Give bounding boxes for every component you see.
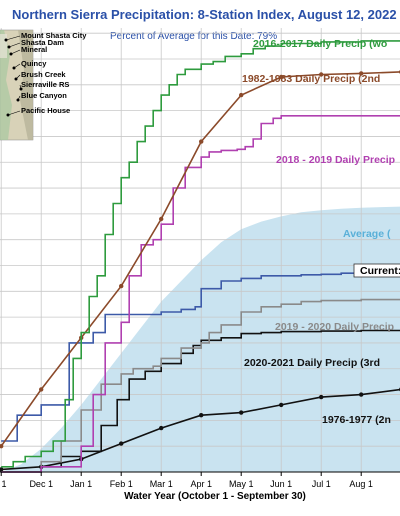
x-tick-label: Dec 1: [29, 479, 53, 489]
map-station-label: Mineral: [21, 45, 47, 54]
series-label-4: 2020-2021 Daily Precip (3rd: [244, 357, 380, 369]
x-tick-label: Apr 1: [190, 479, 212, 489]
series-labels: 2016-2017 Daily Precip (wo 1982-1983 Dail…: [242, 38, 400, 426]
data-point: [359, 392, 364, 397]
x-tick-label: Jun 1: [270, 479, 292, 489]
map-leader-line: [7, 110, 21, 116]
x-tick-label: Mar 1: [150, 479, 173, 489]
x-tick-label: May 1: [229, 479, 254, 489]
map-station-marker: [7, 45, 11, 49]
x-axis-label: Water Year (October 1 - September 30): [124, 491, 306, 502]
map-station-marker: [12, 66, 16, 70]
map-station-marker: [9, 52, 13, 56]
x-tick-label: Feb 1: [110, 479, 133, 489]
series-group: [0, 40, 400, 473]
map-station-marker: [6, 113, 10, 117]
x-tick-label: Jan 1: [70, 479, 92, 489]
map-station-label: Shasta Dam: [21, 38, 64, 47]
series-line-2: [1, 115, 400, 473]
map-station-label: Sierraville RS: [21, 80, 69, 89]
map-station-label: Pacific House: [21, 106, 70, 115]
map-station-marker: [14, 77, 18, 81]
map-leader-line: [10, 49, 21, 55]
current-label: Current:: [360, 265, 400, 277]
x-tick-label: Aug 1: [349, 479, 373, 489]
series-line-3: [1, 298, 400, 473]
data-point: [159, 216, 164, 222]
map-station-marker: [19, 87, 23, 91]
map-station-marker: [4, 38, 8, 42]
data-point: [119, 441, 124, 446]
map-leader-line: [8, 42, 21, 48]
map-highlight: [0, 34, 7, 58]
data-point: [199, 139, 204, 144]
x-axis: 1 Dec 1 Jan 1 Feb 1 Mar 1 Apr 1 May 1 Jun 1 Jul …: [0, 471, 400, 489]
data-point: [0, 444, 4, 449]
data-point: [119, 283, 124, 289]
data-point: [279, 74, 284, 80]
data-point: [319, 394, 324, 400]
data-point: [279, 402, 284, 408]
chart-subtitle: Percent of Average for this Date: 79%: [110, 31, 277, 42]
map-station-marker: [16, 98, 20, 102]
series-label-1: 1982-1983 Daily Precip (2nd: [242, 73, 380, 85]
x-tick-label: 1: [1, 479, 6, 489]
data-point: [0, 467, 4, 472]
series-line-current: [1, 271, 400, 442]
data-point: [199, 413, 204, 418]
data-point: [239, 410, 244, 415]
data-point: [239, 92, 244, 98]
average-label: Average (: [343, 228, 391, 240]
map-station-label: Mount Shasta City: [21, 31, 87, 40]
x-tick-label: Jul 1: [312, 479, 331, 489]
series-label-2: 2018 - 2019 Daily Precip: [276, 154, 395, 166]
data-point: [319, 72, 324, 77]
current-label-box: [353, 263, 400, 278]
map-terrain-east: [18, 30, 33, 140]
map-leader-line: [5, 35, 21, 41]
map-station-label: Brush Creek: [21, 70, 66, 79]
data-point: [359, 71, 364, 76]
map-station-label: Blue Canyon: [21, 91, 67, 100]
series-label-3: 2019 - 2020 Daily Precip: [275, 321, 394, 333]
series-label-5: 1976-1977 (2n: [322, 414, 391, 426]
series-line-0: [1, 40, 400, 468]
chart-title: Northern Sierra Precipitation: 8-Station…: [12, 7, 397, 22]
data-point: [159, 425, 164, 431]
map-station-label: Quincy: [21, 59, 47, 68]
series-label-0: 2016-2017 Daily Precip (wo: [253, 38, 387, 50]
data-point: [39, 387, 44, 392]
